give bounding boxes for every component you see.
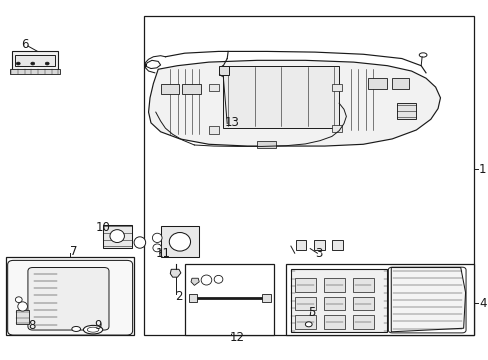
Bar xyxy=(396,103,415,119)
Bar xyxy=(352,315,373,329)
Text: 7: 7 xyxy=(70,245,78,258)
Ellipse shape xyxy=(214,275,223,283)
Bar xyxy=(323,278,344,292)
Bar xyxy=(290,269,386,332)
Bar xyxy=(15,55,55,66)
Text: 8: 8 xyxy=(28,319,35,332)
Polygon shape xyxy=(390,267,465,332)
Bar xyxy=(188,294,197,302)
Bar xyxy=(294,297,315,310)
Ellipse shape xyxy=(134,237,145,248)
Text: 10: 10 xyxy=(95,221,110,234)
Bar xyxy=(257,141,276,148)
Ellipse shape xyxy=(169,233,190,251)
FancyBboxPatch shape xyxy=(28,267,109,330)
Bar xyxy=(295,240,305,249)
Polygon shape xyxy=(148,60,440,146)
Bar xyxy=(367,78,386,89)
Ellipse shape xyxy=(110,230,124,243)
Bar xyxy=(6,257,134,336)
Bar xyxy=(182,84,200,94)
Text: 5: 5 xyxy=(307,306,314,319)
Bar xyxy=(331,240,342,249)
Bar xyxy=(294,278,315,292)
Bar xyxy=(313,240,324,249)
Text: 2: 2 xyxy=(175,289,182,303)
Bar xyxy=(219,66,229,75)
Bar xyxy=(208,126,218,134)
Bar xyxy=(160,226,199,257)
Bar xyxy=(352,297,373,310)
Text: 6: 6 xyxy=(20,38,28,51)
Ellipse shape xyxy=(45,62,49,65)
Bar xyxy=(294,315,315,329)
Bar xyxy=(323,297,344,310)
Bar xyxy=(352,278,373,292)
Ellipse shape xyxy=(15,297,22,302)
Bar xyxy=(160,84,179,94)
Bar xyxy=(10,69,60,73)
Bar xyxy=(208,84,218,91)
Bar xyxy=(262,294,270,302)
Ellipse shape xyxy=(83,325,102,334)
Bar xyxy=(184,264,273,336)
Ellipse shape xyxy=(16,62,20,65)
Bar xyxy=(331,84,341,91)
Text: 12: 12 xyxy=(229,331,244,344)
Ellipse shape xyxy=(152,233,162,243)
Bar xyxy=(143,16,473,336)
Text: 4: 4 xyxy=(478,297,486,310)
Text: 3: 3 xyxy=(314,247,322,260)
Bar xyxy=(12,51,58,73)
Polygon shape xyxy=(191,278,199,285)
Bar xyxy=(331,125,341,132)
Ellipse shape xyxy=(31,62,35,65)
Bar xyxy=(223,66,339,128)
Text: 11: 11 xyxy=(156,247,170,260)
Ellipse shape xyxy=(305,322,311,327)
Ellipse shape xyxy=(201,275,211,285)
Bar xyxy=(102,225,131,248)
Text: 9: 9 xyxy=(94,319,102,332)
Text: 13: 13 xyxy=(224,116,239,129)
Bar xyxy=(391,78,408,89)
Bar xyxy=(285,264,473,336)
Bar xyxy=(323,315,344,329)
Text: 1: 1 xyxy=(478,163,486,176)
Polygon shape xyxy=(170,269,181,277)
Ellipse shape xyxy=(153,244,161,252)
Ellipse shape xyxy=(87,327,99,332)
Bar xyxy=(16,310,29,324)
FancyBboxPatch shape xyxy=(8,260,132,335)
Ellipse shape xyxy=(18,302,27,311)
Ellipse shape xyxy=(72,327,81,332)
